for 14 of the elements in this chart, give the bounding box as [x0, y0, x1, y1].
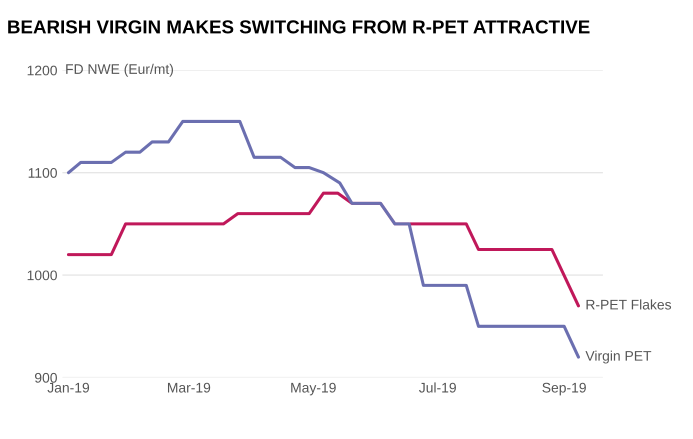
- chart-title: BEARISH VIRGIN MAKES SWITCHING FROM R-PET ATTRACTIVE: [8, 20, 590, 34]
- x-tick-label: Jul-19: [418, 382, 456, 393]
- y-tick-label: 1100: [28, 168, 57, 178]
- y-tick-label: 1200: [28, 66, 57, 76]
- x-tick-label: May-19: [291, 382, 336, 396]
- x-tick-label: Sep-19: [542, 382, 586, 396]
- line-series: [66, 120, 580, 359]
- x-tick-label: Jan-19: [47, 382, 90, 393]
- x-tick-label: Mar-19: [168, 382, 210, 393]
- y-axis-title: FD NWE (Eur/mt): [66, 64, 173, 77]
- series-label: Virgin PET: [585, 350, 652, 364]
- series-label: R-PET Flakes: [586, 299, 672, 310]
- y-tick-label: 900: [34, 372, 57, 383]
- y-tick-label: 1000: [28, 270, 57, 280]
